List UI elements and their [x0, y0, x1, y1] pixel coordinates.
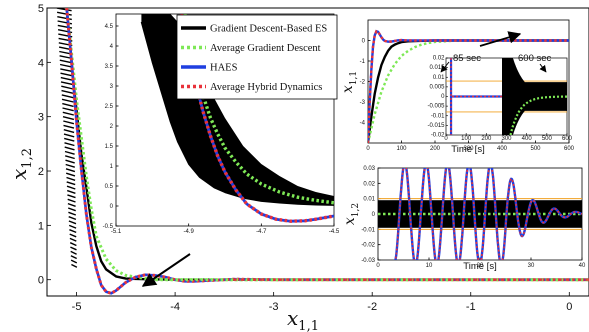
- y-tick-label: -2: [360, 80, 366, 86]
- y-tick-label: 3: [38, 112, 44, 124]
- legend-label-average-gradient-descent: Average Gradient Descent: [210, 43, 321, 54]
- y-tick-label: 0.02: [363, 181, 375, 187]
- x-tick-label: 600: [564, 146, 575, 152]
- arrow-to-zoom-window: [479, 31, 522, 47]
- y-tick-label: 2: [110, 124, 114, 130]
- y-tick-label: 0: [362, 39, 366, 45]
- x-tick-label: 30: [528, 263, 535, 269]
- y-tick-label: -1: [360, 59, 366, 65]
- y-tick-label: -0.02: [431, 133, 445, 139]
- y-tick-label: -0.5: [103, 224, 114, 230]
- y-tick-label: 0.005: [429, 84, 445, 90]
- y-tick-label: 4.5: [105, 24, 114, 30]
- x-tick-label: 500: [542, 136, 553, 142]
- x-tick-label: 600: [562, 136, 573, 142]
- x-tick-label: 100: [461, 136, 472, 142]
- y-tick-label: -0.03: [361, 258, 375, 264]
- time-inset-x12-xlabel: Time [s]: [463, 261, 496, 272]
- legend-label-haes: HAES: [210, 63, 238, 74]
- series-band-gradient-descent-based-es: [56, 8, 78, 268]
- arrow-600-sec: [539, 63, 547, 73]
- x-tick-label: 20: [477, 263, 484, 269]
- y-tick-label: 0.03: [363, 166, 375, 172]
- x-tick-label: 400: [497, 146, 508, 152]
- legend-label-gradient-descent-based-es: Gradient Descent-Based ES: [210, 24, 327, 35]
- x-tick-label: -5.1: [111, 229, 122, 235]
- x-tick-label: -2: [367, 301, 377, 313]
- x-tick-label: 200: [481, 136, 492, 142]
- y-tick-label: 2.5: [105, 104, 114, 110]
- time-inset-x11-xlabel: Time [s]: [451, 144, 484, 155]
- series-line-average-gradient-descent: [65, 8, 589, 282]
- y-tick-label: 0.01: [433, 75, 445, 81]
- x-tick-label: 200: [430, 146, 441, 152]
- y-tick-label: 1: [38, 220, 44, 232]
- series-line-haes: [394, 168, 582, 260]
- y-tick-label: 2: [38, 166, 44, 178]
- main-plot: -5 -4 -3 -2 -1 0 0 1 2 3 4 5 x1,1 x1,2: [7, 3, 589, 332]
- series-line-gradient-descent-based-es: [140, 21, 334, 206]
- x-tick-label: -1: [466, 301, 476, 313]
- main-x-axis-label: x1,1: [287, 306, 319, 332]
- x-tick-label: 0: [366, 146, 370, 152]
- time-inset-x11: 0 100 200 300 400 500 600 -4 -3 -2 -1 0 Time [s] x1…: [340, 19, 575, 155]
- x-tick-label: -5: [72, 301, 82, 313]
- x-tick-label: 0: [376, 263, 380, 269]
- x-tick-label: 40: [579, 263, 586, 269]
- y-tick-label: 0.015: [429, 65, 445, 71]
- y-tick-label: -0.01: [431, 113, 445, 119]
- x-tick-label: -4: [170, 301, 180, 313]
- y-tick-label: 3.5: [105, 64, 114, 70]
- y-tick-label: -4: [360, 121, 366, 127]
- x-tick-label: 500: [530, 146, 541, 152]
- y-tick-label: -0.01: [361, 227, 375, 233]
- y-tick-label: 0: [441, 94, 445, 100]
- y-tick-label: -0.02: [361, 243, 375, 249]
- y-tick-label: 1: [110, 164, 114, 170]
- y-tick-label: 0.5: [105, 184, 114, 190]
- main-plot-frame: [46, 7, 589, 297]
- x-tick-label: 10: [426, 263, 433, 269]
- x-tick-label: -3: [269, 301, 279, 313]
- x-tick-label: -4.7: [256, 229, 267, 235]
- y-tick-label: -0.005: [427, 104, 445, 110]
- time-inset-x11-ylabel: x1,1: [340, 71, 359, 93]
- y-tick-label: 0: [372, 212, 376, 218]
- y-tick-label: 5: [38, 3, 44, 15]
- arrow-to-zoom: [141, 253, 191, 287]
- x-tick-label: 0: [566, 301, 572, 313]
- annotation-85-sec: 85 sec: [453, 53, 481, 64]
- y-tick-label: 3: [110, 84, 114, 90]
- arrow-85-sec: [440, 61, 450, 73]
- main-y-axis-label: x1,2: [7, 148, 35, 180]
- x-tick-label: 300: [501, 136, 512, 142]
- series-line-average-gradient-descent: [509, 95, 567, 135]
- y-tick-label: -0.015: [427, 123, 445, 129]
- x-tick-label: 0: [444, 136, 448, 142]
- y-tick-label: 0.01: [363, 197, 375, 203]
- y-tick-label: 0: [110, 204, 114, 210]
- annotation-600-sec: 600 sec: [518, 53, 552, 64]
- x-tick-label: -4.9: [183, 229, 194, 235]
- x-tick-label: 400: [522, 136, 533, 142]
- y-tick-label: 4: [38, 57, 44, 69]
- x-tick-label: -4.5: [329, 229, 340, 235]
- series-line-average-hybrid-dynamics: [368, 29, 569, 143]
- y-tick-label: 4: [110, 44, 114, 50]
- series-line-average-gradient-descent: [368, 39, 569, 143]
- time-inset-x12-ylabel: x1,2: [342, 203, 361, 225]
- legend-label-average-hybrid-dynamics: Average Hybrid Dynamics: [210, 82, 322, 93]
- y-tick-label: 0.02: [433, 56, 445, 62]
- y-tick-label: 0: [38, 275, 44, 287]
- x-tick-label: 100: [396, 146, 407, 152]
- y-tick-label: 1.5: [105, 144, 114, 150]
- time-inset-x11-zoom: 0 100 200 300 400 500 600 -0.02 -0.015 -0.01 -0.00…: [427, 56, 572, 143]
- time-inset-x12: 0 10 20 30 40 -0.03 -0.02 -0.01 0 0.01 0.02 0.03 Ti…: [342, 166, 586, 272]
- x-tick-label: 300: [463, 146, 474, 152]
- y-tick-label: -3: [360, 100, 366, 106]
- legend: Gradient Descent-Based ES Average Gradien…: [176, 14, 338, 100]
